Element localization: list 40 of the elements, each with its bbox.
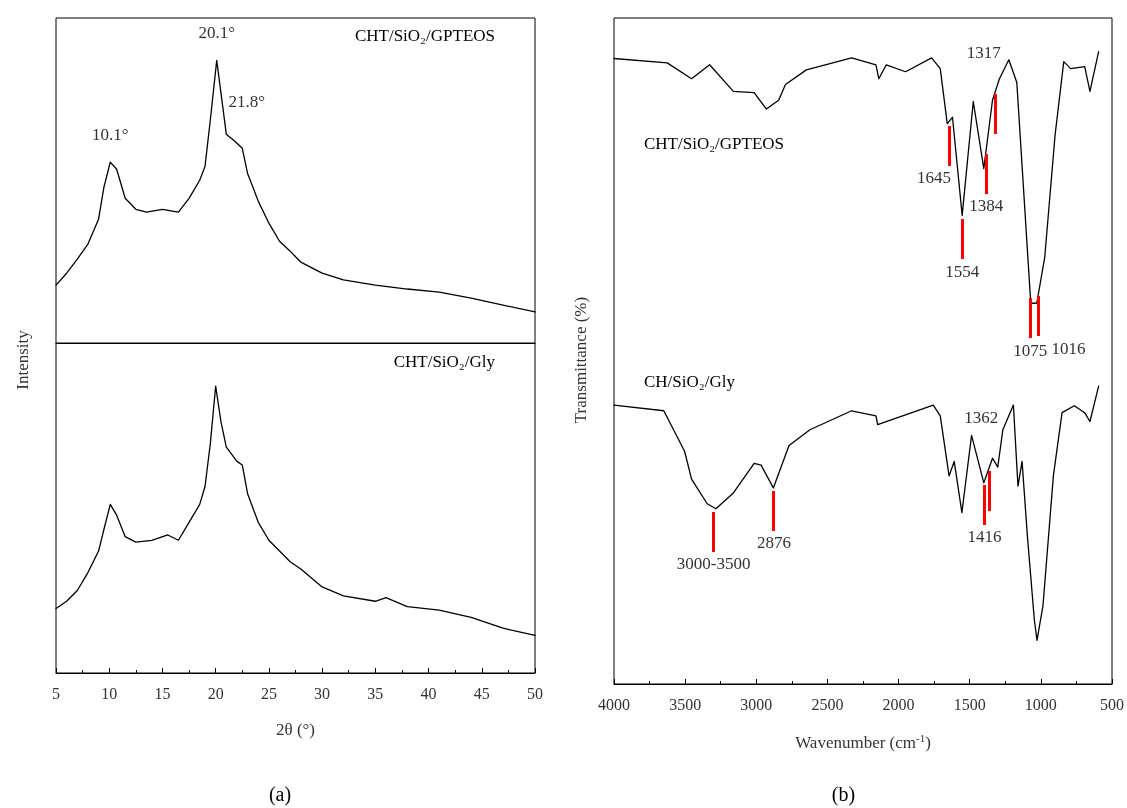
x-tick-label: 20: [207, 684, 224, 702]
annotation: 21.8°: [228, 91, 266, 111]
text: CHT/SiO₂/Gly: [393, 351, 496, 371]
x-tick-label: 30: [314, 684, 331, 702]
annotation: 2876: [756, 533, 791, 553]
annotation: 1016: [1051, 339, 1086, 358]
annotation: 1645: [917, 168, 952, 188]
annotation: 1362: [964, 407, 999, 427]
text: (b): [831, 783, 856, 806]
annotation: 10.1°: [92, 124, 129, 144]
x-tick-label: 4000: [598, 695, 630, 713]
x-tick-label: 25: [260, 684, 277, 702]
text: (a): [268, 783, 292, 806]
x-tick-label: 1500: [953, 695, 986, 713]
y-axis-title: Intensity: [12, 329, 32, 390]
x-tick-label: 50: [527, 684, 543, 702]
y-axis-title: Transmittance (%): [570, 296, 590, 424]
x-tick-label: 2000: [882, 695, 915, 713]
x-tick-label: 45: [473, 684, 490, 702]
annotation: 3000-3500: [676, 554, 751, 574]
annotation: 1075: [1013, 340, 1048, 360]
annotation: 1554: [945, 261, 980, 281]
x-tick-label: 10: [101, 684, 118, 702]
x-tick-label: 5: [52, 684, 60, 702]
x-tick-label: 2500: [811, 695, 844, 713]
x-tick-label: 3500: [669, 695, 702, 713]
series-label: CHT/SiO₂/GPTEOS: [644, 133, 785, 153]
x-tick-label: 35: [367, 684, 384, 702]
x-tick-label: 3000: [740, 695, 773, 713]
x-tick-label: 15: [154, 684, 171, 702]
annotation: 20.1°: [198, 22, 236, 42]
annotation: 1317: [966, 42, 1002, 62]
annotation: 1416: [967, 527, 1002, 547]
x-tick-label: 500: [1100, 695, 1124, 713]
x-axis-title: 2θ (°): [275, 720, 316, 739]
x-tick-label: 40: [420, 684, 437, 702]
text: CHT/SiO₂/GPTEOS: [354, 26, 495, 46]
series-label: CH/SiO₂/Gly: [644, 371, 736, 391]
x-tick-label: 1000: [1024, 695, 1057, 713]
annotation: 1384: [969, 196, 1004, 216]
